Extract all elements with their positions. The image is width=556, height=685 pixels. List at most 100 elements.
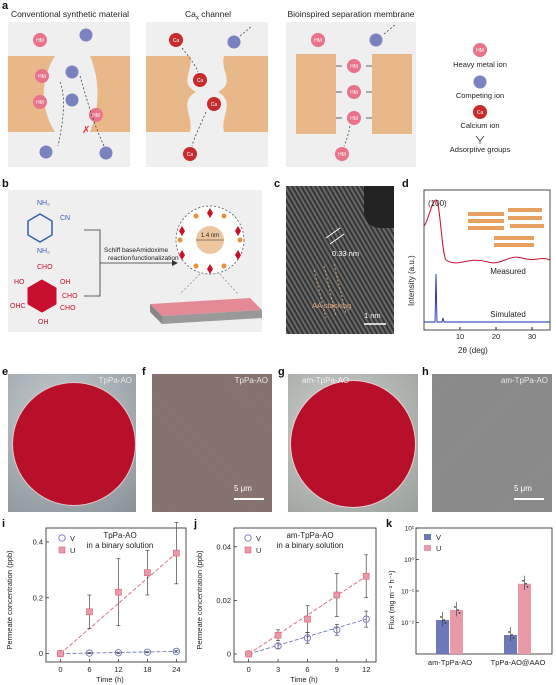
- svg-text:HM: HM: [476, 48, 484, 54]
- data-point-u: [245, 650, 252, 658]
- svg-text:Ca: Ca: [477, 110, 484, 116]
- svg-text:CHO: CHO: [60, 305, 76, 312]
- ca-label: Ca: [197, 78, 204, 84]
- svg-text:U: U: [436, 544, 441, 553]
- panel-c-label: c: [274, 178, 281, 190]
- svg-text:V: V: [436, 533, 441, 542]
- replicate-dot: [454, 606, 456, 608]
- competing-ion: [39, 145, 53, 159]
- y-tick-label: 0: [227, 649, 231, 658]
- replicate-dot: [443, 619, 445, 621]
- x-tick-label: 24: [172, 665, 180, 674]
- measured-trace: [423, 199, 551, 264]
- aldehyde-monomer: CHO OH CHO HO OHC CHO OH: [10, 264, 78, 326]
- svg-text:CHO: CHO: [62, 293, 78, 300]
- data-point-u: [333, 591, 341, 599]
- chart-j: Permeate concentration (ppb) Time (h) V …: [195, 527, 377, 684]
- svg-text:CN: CN: [60, 215, 70, 222]
- x-tick-label: 9: [335, 665, 339, 674]
- adsorptive-group-icon: [475, 135, 485, 144]
- panel-i-label: i: [2, 518, 6, 530]
- panel-j-label: j: [194, 518, 198, 530]
- data-point-u: [86, 608, 93, 616]
- simulated-label: Simulated: [490, 310, 526, 319]
- y-tick-label: 0: [39, 649, 43, 658]
- legend-heavy-metal: Heavy metal ion: [453, 60, 507, 69]
- hm-ion: [347, 85, 361, 99]
- membrane-photo-e: TpPa-AO: [8, 374, 136, 512]
- bar-v: [504, 635, 517, 654]
- aa-stacking-label: AA stacking: [312, 301, 351, 310]
- panel-g-label: g: [278, 366, 285, 378]
- bar-u: [518, 583, 531, 654]
- x-tick-label: 12: [362, 665, 370, 674]
- membrane-photo-g: am-TpPa-AO: [288, 374, 418, 512]
- tem-overlay: 0.33 nm AA stacking 1 nm: [312, 227, 386, 325]
- y-tick-label: 0.4: [33, 537, 43, 546]
- y-tick-label: 10⁻¹: [401, 589, 415, 596]
- svg-text:reaction: reaction: [108, 255, 132, 262]
- data-point-u: [144, 569, 151, 576]
- panel-f-label: f: [142, 366, 146, 378]
- data-point-v: [172, 647, 180, 656]
- competing-ion: [79, 28, 93, 42]
- legend-competing: Competing ion: [456, 91, 504, 100]
- hm-ion: [35, 69, 49, 83]
- red-disc-g: [290, 380, 416, 508]
- replicate-dot: [457, 609, 459, 611]
- svg-text:V: V: [256, 534, 261, 543]
- hm-ion: [311, 33, 325, 47]
- svg-text:functionalization: functionalization: [132, 255, 179, 262]
- hm-label: HM: [36, 38, 44, 44]
- chart-j-xlabel: Time (h): [290, 675, 318, 684]
- data-point-v: [274, 642, 282, 650]
- pxrd-ylabel: Intensity (a.u.): [407, 255, 416, 306]
- amine-monomer: NH₂ CN NH₂: [27, 200, 70, 255]
- svg-text:OHC: OHC: [10, 303, 26, 310]
- sem-h-scale-bar: [514, 498, 544, 500]
- data-point-u: [274, 631, 282, 639]
- bioinspired-membrane-box: HM HM HM HM HM: [286, 22, 416, 167]
- data-point-u: [173, 549, 180, 557]
- panel-k-label: k: [386, 518, 393, 530]
- photo-e-name: TpPa-AO: [98, 376, 132, 385]
- x-tick-label: 0: [58, 665, 62, 674]
- ca-title-text: Ca: [184, 9, 196, 19]
- svg-text:U: U: [256, 546, 261, 555]
- simulated-trace: [424, 273, 550, 323]
- x-tick-label: 12: [114, 665, 122, 674]
- tem-scale-label: 1 nm: [364, 311, 381, 320]
- panel-h-label: h: [422, 366, 429, 378]
- ca-label: Ca: [211, 102, 218, 108]
- series-u-line: [248, 575, 367, 655]
- replicate-dot: [444, 622, 447, 624]
- replicate-dot: [525, 582, 527, 585]
- competing-ion: [65, 93, 79, 107]
- chart-i-caption-2: in a binary solution: [87, 541, 154, 550]
- stacking-cartoon: [468, 208, 544, 247]
- hm-label: HM: [350, 90, 358, 96]
- panel-a-label: a: [2, 0, 9, 12]
- panel-b-diagram: NH₂ CN NH₂ CHO OH CHO HO OHC CHO OH Schi…: [8, 190, 262, 332]
- y-tick-label: 10⁰: [404, 557, 414, 564]
- lattice-spacing: 0.33 nm: [332, 249, 359, 258]
- competing-ion: [99, 146, 113, 160]
- replicate-dot: [440, 616, 442, 618]
- svg-text:NH₂: NH₂: [37, 248, 50, 255]
- red-disc-e: [12, 382, 136, 506]
- panel-a-title-3: Bioinspired separation membrane: [287, 9, 415, 19]
- panel-a-diagram: HM HM HM HM ✗ Ca Ca Ca Ca: [8, 22, 510, 167]
- calcium-ion: [169, 33, 183, 47]
- y-tick-label: 0.04: [216, 542, 231, 551]
- photo-g-name: am-TpPa-AO: [302, 376, 350, 385]
- pxrd-xtick: 20: [492, 332, 500, 341]
- hm-ion: [347, 111, 361, 125]
- data-point-v: [303, 634, 312, 642]
- series-u-line: [60, 552, 177, 654]
- hm-label: HM: [350, 116, 358, 122]
- data-point-u: [304, 615, 311, 623]
- ca-label: Ca: [187, 152, 194, 158]
- replicate-dot: [522, 579, 524, 582]
- plot-frame: [233, 527, 377, 663]
- svg-text:OH: OH: [60, 279, 71, 286]
